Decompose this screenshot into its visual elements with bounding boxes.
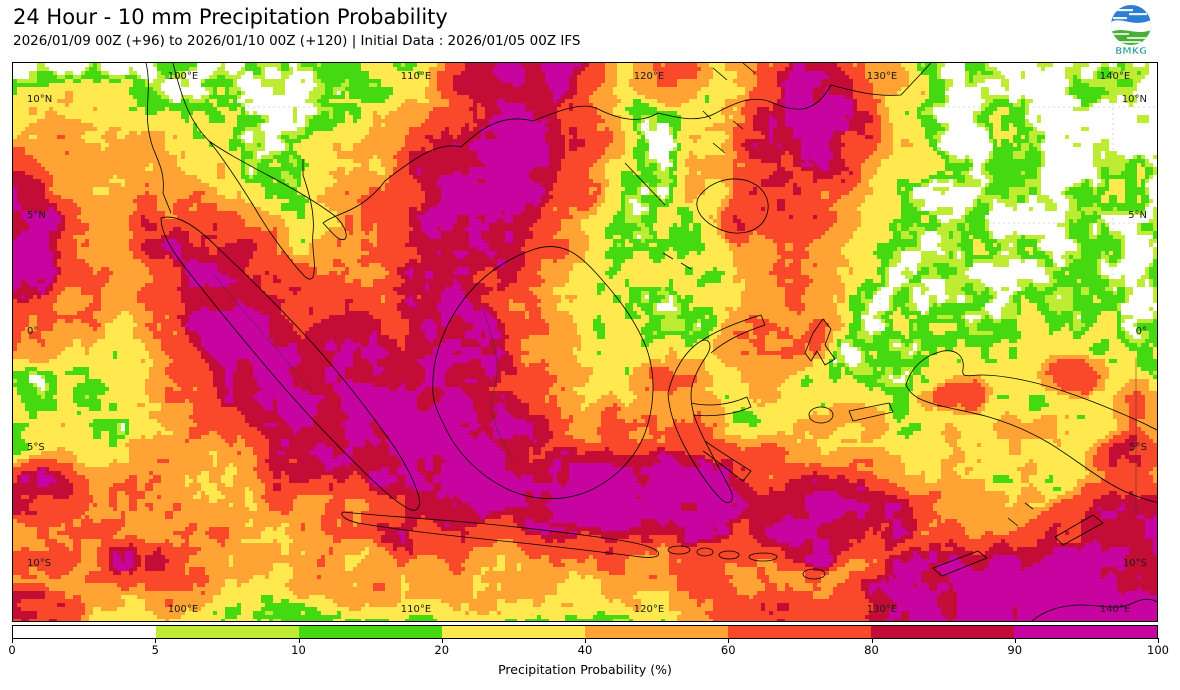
coast-flores (748, 552, 778, 562)
bmkg-logo-text: BMKG (1115, 46, 1147, 57)
coast-sulawesi-se-arm (702, 440, 752, 482)
lat-label-left: 10°S (27, 558, 51, 569)
coast-palawan (624, 162, 666, 206)
colorbar-tick-label: 80 (864, 643, 879, 657)
lon-label-top: 120°E (634, 71, 664, 82)
coast-sumatra (160, 216, 420, 511)
colorbar-tick-label: 0 (8, 643, 16, 657)
colorbar-segment-4 (585, 626, 728, 638)
page-subtitle: 2026/01/09 00Z (+96) to 2026/01/10 00Z (… (13, 33, 581, 49)
coast-sulawesi-e-arm (690, 396, 752, 417)
coast-myanmar-thai (145, 63, 172, 214)
lat-label-right: 10°N (1122, 94, 1147, 105)
lat-label-left: 5°N (27, 210, 46, 221)
colorbar-segment-2 (299, 626, 442, 638)
coast-indochina-gulf (172, 63, 932, 241)
lat-label-right: 10°S (1123, 558, 1147, 569)
colorbar-segment-3 (442, 626, 585, 638)
coast-halmahera (804, 318, 836, 366)
lat-label-left: 0° (27, 326, 38, 337)
lon-label-bottom: 100°E (168, 604, 198, 615)
precipitation-map: 100°E 100°E 110°E 110°E 120°E 120°E 130°E 130°E… (12, 62, 1158, 622)
coast-kai-tanimbar (1007, 502, 1034, 527)
colorbar-segment-0 (13, 626, 156, 638)
colorbar-segment-7 (1014, 626, 1157, 638)
colorbar-tick-label: 5 (151, 643, 159, 657)
lon-label-top: 100°E (168, 71, 198, 82)
coastlines (145, 63, 1157, 621)
bmkg-logo-graphic: BMKG (1111, 5, 1151, 57)
lon-label-top: 130°E (867, 71, 897, 82)
colorbar-label: Precipitation Probability (%) (498, 662, 672, 677)
coast-malay-peninsula (208, 140, 315, 280)
coast-timor2 (1054, 514, 1104, 546)
lat-label-right: 0° (1136, 326, 1147, 337)
colorbar-segment-6 (871, 626, 1014, 638)
map-overlay: 100°E 100°E 110°E 110°E 120°E 120°E 130°E 130°E… (27, 63, 1157, 621)
coast-java (341, 511, 659, 558)
coast-papua (905, 350, 1157, 503)
coast-mindanao (696, 178, 769, 234)
coast-visayas (662, 63, 756, 270)
colorbar-tick-label: 100 (1147, 643, 1169, 657)
coast-sulawesi (667, 339, 733, 504)
page-title: 24 Hour - 10 mm Precipitation Probabilit… (13, 5, 448, 29)
coast-borneo (432, 246, 654, 500)
lat-label-right: 5°S (1129, 442, 1147, 453)
coast-seram (848, 402, 894, 422)
lon-label-top: 140°E (1100, 71, 1130, 82)
colorbar-tick-label: 90 (1007, 643, 1023, 657)
coast-sumbawa (718, 550, 740, 560)
political-borders (212, 272, 1137, 515)
coast-lombok (696, 547, 714, 557)
colorbar (12, 625, 1158, 639)
coast-sumba (802, 568, 826, 580)
lat-label-left: 10°N (27, 94, 52, 105)
coast-sulawesi-ne-arm (700, 314, 766, 354)
colorbar-tick-label: 60 (720, 643, 736, 657)
bmkg-logo: BMKG (1103, 2, 1159, 58)
lon-label-bottom: 110°E (401, 604, 431, 615)
colorbar-tick-label: 40 (577, 643, 593, 657)
border-sumatra-prov (212, 272, 314, 394)
coast-buru (808, 406, 834, 424)
lon-label-top: 110°E (401, 71, 431, 82)
coast-australia (1031, 598, 1157, 621)
colorbar-segment-1 (156, 626, 299, 638)
lat-label-right: 5°N (1128, 210, 1147, 221)
colorbar-tick-label: 10 (291, 643, 306, 657)
lon-label-bottom: 130°E (867, 604, 897, 615)
coast-bali (667, 545, 691, 555)
colorbar-segment-5 (728, 626, 871, 638)
precipitation-field-canvas (13, 63, 1157, 621)
lon-label-bottom: 140°E (1100, 604, 1130, 615)
colorbar-tick-label: 20 (434, 643, 450, 657)
coast-timor (932, 550, 988, 577)
lat-label-left: 5°S (27, 442, 45, 453)
border-kalimantan (482, 307, 514, 462)
colorbar-tickmark (1158, 638, 1159, 643)
lon-label-bottom: 120°E (634, 604, 664, 615)
